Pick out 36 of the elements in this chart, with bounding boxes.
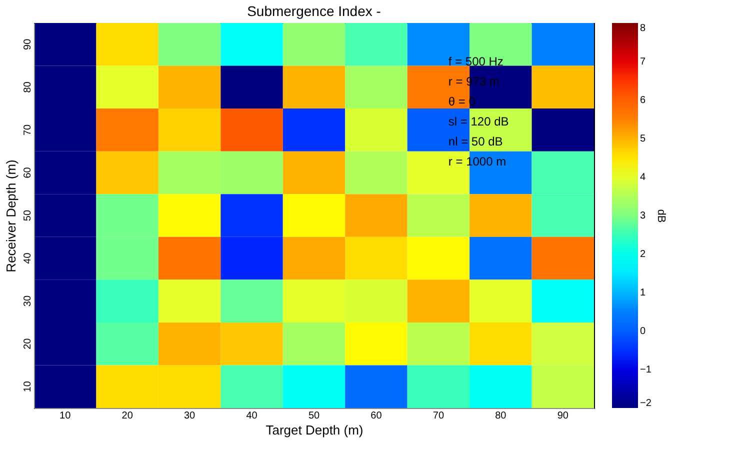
y-tick-label: 90 (22, 38, 34, 50)
y-tick-label: 50 (22, 210, 34, 222)
y-tick-label: 40 (22, 252, 34, 264)
y-tick-label: 20 (22, 338, 34, 350)
annotation: nl = 50 dB (448, 134, 503, 149)
annotation: f = 500 Hz (448, 54, 504, 68)
color-bar-label: 8 (640, 23, 646, 34)
y-axis-title: Receiver Depth (m) (4, 160, 18, 272)
y-tick-label: 60 (22, 166, 34, 178)
color-bar-label: −1 (640, 364, 652, 376)
color-bar-label: 6 (640, 95, 646, 106)
y-tick-label: 80 (22, 81, 34, 93)
chart-title: Submergence Index - (247, 3, 382, 19)
y-tick-label: 10 (22, 380, 34, 392)
color-bar-label: 3 (640, 210, 646, 222)
x-tick-label: 90 (557, 410, 569, 422)
x-axis-title: Target Depth (m) (266, 422, 364, 438)
x-tick-label: 60 (370, 410, 382, 422)
color-bar-label: 1 (640, 288, 646, 298)
x-tick-label: 20 (122, 410, 134, 422)
x-tick-label: 10 (60, 410, 72, 422)
y-tick-label: 70 (22, 124, 34, 136)
x-tick-label: 40 (246, 410, 258, 422)
x-tick-label: 80 (495, 410, 507, 422)
color-bar-label: 7 (640, 56, 646, 68)
color-bar-label: 0 (640, 326, 646, 337)
color-bar-label: 2 (640, 249, 646, 260)
color-bar-title: dB (655, 209, 667, 223)
x-tick-label: 50 (308, 410, 320, 422)
x-tick-label: 70 (432, 410, 444, 422)
color-bar-label: 5 (640, 134, 646, 144)
color-bar-label: −2 (640, 398, 652, 409)
x-tick-label: 30 (184, 410, 196, 422)
color-bar-label: 4 (640, 172, 646, 183)
annotation: sl = 120 dB (448, 114, 509, 129)
y-tick-label: 30 (22, 295, 34, 307)
